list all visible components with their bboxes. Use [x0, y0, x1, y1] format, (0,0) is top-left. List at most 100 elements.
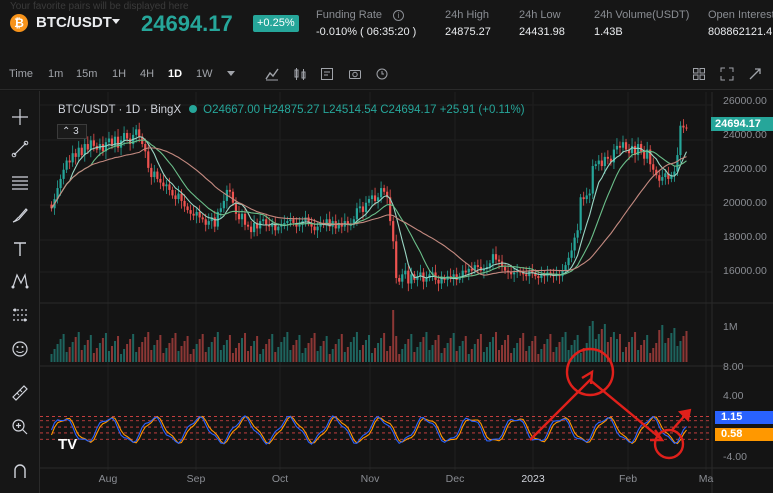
magnet-icon[interactable]: [10, 461, 30, 481]
stat-label: 24h Volume(USDT): [594, 9, 690, 21]
candle-body: [410, 274, 413, 284]
info-icon[interactable]: i: [393, 10, 404, 21]
expand-icon[interactable]: [748, 67, 762, 81]
price-chart[interactable]: 26000.00 24000.00 22000.00 20000.00 18000.00…: [40, 91, 773, 493]
volume-bar: [101, 338, 104, 362]
zoom-icon[interactable]: [10, 417, 30, 437]
tf-1h[interactable]: 1H: [112, 68, 127, 80]
volume-bar: [555, 347, 558, 362]
tf-1d[interactable]: 1D: [168, 68, 183, 80]
volume-bar: [606, 342, 609, 362]
volume-bar: [473, 344, 476, 362]
time-axis-label: Ma: [699, 473, 714, 485]
candle-body: [370, 195, 374, 200]
tf-1w[interactable]: 1W: [196, 68, 213, 80]
candle-body: [627, 149, 631, 154]
candle-body: [171, 189, 174, 196]
bitcoin-icon: ₿: [10, 14, 28, 32]
volume-bar: [494, 332, 497, 362]
candle-body: [207, 221, 210, 225]
candle-body: [364, 202, 368, 212]
volume-bar: [603, 324, 606, 362]
volume-bar: [286, 332, 289, 362]
candle-body: [180, 193, 183, 201]
volume-bar: [431, 345, 434, 362]
stoch-k-tag: 1.15: [715, 411, 773, 424]
candle-body: [89, 140, 92, 150]
volume-bar: [322, 341, 325, 362]
measure-icon[interactable]: [10, 305, 30, 325]
template-icon[interactable]: [375, 67, 389, 81]
emoji-icon[interactable]: [10, 339, 30, 359]
fullscreen-icon[interactable]: [720, 67, 734, 81]
volume-bar: [280, 342, 283, 362]
timeframe-dropdown-icon[interactable]: [226, 70, 236, 78]
candle-body: [537, 276, 540, 278]
candle-body: [328, 219, 331, 227]
volume-bar: [183, 341, 186, 362]
candle-body: [162, 182, 165, 187]
stat-value: 24875.27: [445, 26, 491, 38]
tf-15m[interactable]: 15m: [76, 68, 98, 80]
candle-body: [283, 222, 286, 225]
candle-body: [373, 195, 377, 201]
annotation-arrowhead: [650, 429, 665, 442]
candle-body: [564, 265, 567, 271]
candle-body: [630, 145, 634, 154]
tf-1m[interactable]: 1m: [48, 68, 64, 80]
volume-bar: [89, 335, 92, 362]
volume-bar: [231, 353, 234, 362]
volume-bar: [95, 348, 98, 362]
candle-body: [337, 222, 340, 229]
candle-body: [174, 195, 177, 200]
volume-bar: [104, 333, 107, 362]
candle-body: [304, 217, 307, 222]
candle-body: [440, 277, 443, 284]
trendline-icon[interactable]: [10, 139, 30, 159]
layout-icon[interactable]: [692, 67, 706, 81]
candle-body: [252, 222, 256, 233]
tf-time[interactable]: Time: [9, 68, 34, 80]
horizontal-lines-icon[interactable]: [10, 173, 30, 193]
candle-body: [56, 188, 59, 200]
stoch-d-line: [50, 415, 687, 445]
chevron-up-icon[interactable]: ⌃: [62, 126, 71, 137]
volume-bar: [640, 345, 643, 362]
text-icon[interactable]: [10, 239, 30, 259]
last-price: 24694.17: [141, 11, 233, 36]
ruler-icon[interactable]: [10, 383, 30, 403]
ma-mid-line: [51, 139, 687, 279]
candle-type-icon[interactable]: [293, 67, 307, 81]
pair-selector[interactable]: BTC/USDT: [36, 14, 112, 31]
candle-body: [240, 213, 244, 220]
volume-bar: [222, 345, 225, 362]
candle-body: [80, 147, 83, 156]
stoch-d-tag: 0.58: [715, 428, 773, 441]
volume-bar: [667, 338, 670, 362]
volume-bar: [358, 350, 361, 362]
camera-icon[interactable]: [348, 67, 362, 81]
volume-bar: [192, 349, 195, 362]
candle-body: [62, 169, 65, 179]
candle-body: [561, 270, 564, 277]
volume-bar: [634, 332, 637, 362]
brush-icon[interactable]: [10, 205, 30, 225]
ma-slow-line: [51, 147, 687, 276]
candle-body: [298, 224, 301, 227]
indicator-collapse-button[interactable]: ⌃ 3: [57, 124, 87, 139]
indicator-icon[interactable]: [265, 67, 279, 81]
pattern-icon[interactable]: [10, 271, 30, 291]
volume-bar: [274, 352, 277, 362]
volume-bar: [210, 342, 213, 362]
crosshair-icon[interactable]: [10, 107, 30, 127]
candle-body: [183, 200, 186, 207]
settings-icon[interactable]: [320, 67, 334, 81]
candle-body: [437, 279, 440, 284]
volume-bar: [310, 338, 313, 362]
favorites-bar-note: Your favorite pairs will be displayed he…: [10, 1, 189, 12]
tf-4h[interactable]: 4H: [140, 68, 155, 80]
chevron-down-icon[interactable]: [112, 19, 120, 24]
legend-symbol: BTC/USDT · 1D · BingX: [58, 104, 182, 116]
candle-body: [249, 226, 253, 233]
volume-bar: [386, 351, 389, 362]
